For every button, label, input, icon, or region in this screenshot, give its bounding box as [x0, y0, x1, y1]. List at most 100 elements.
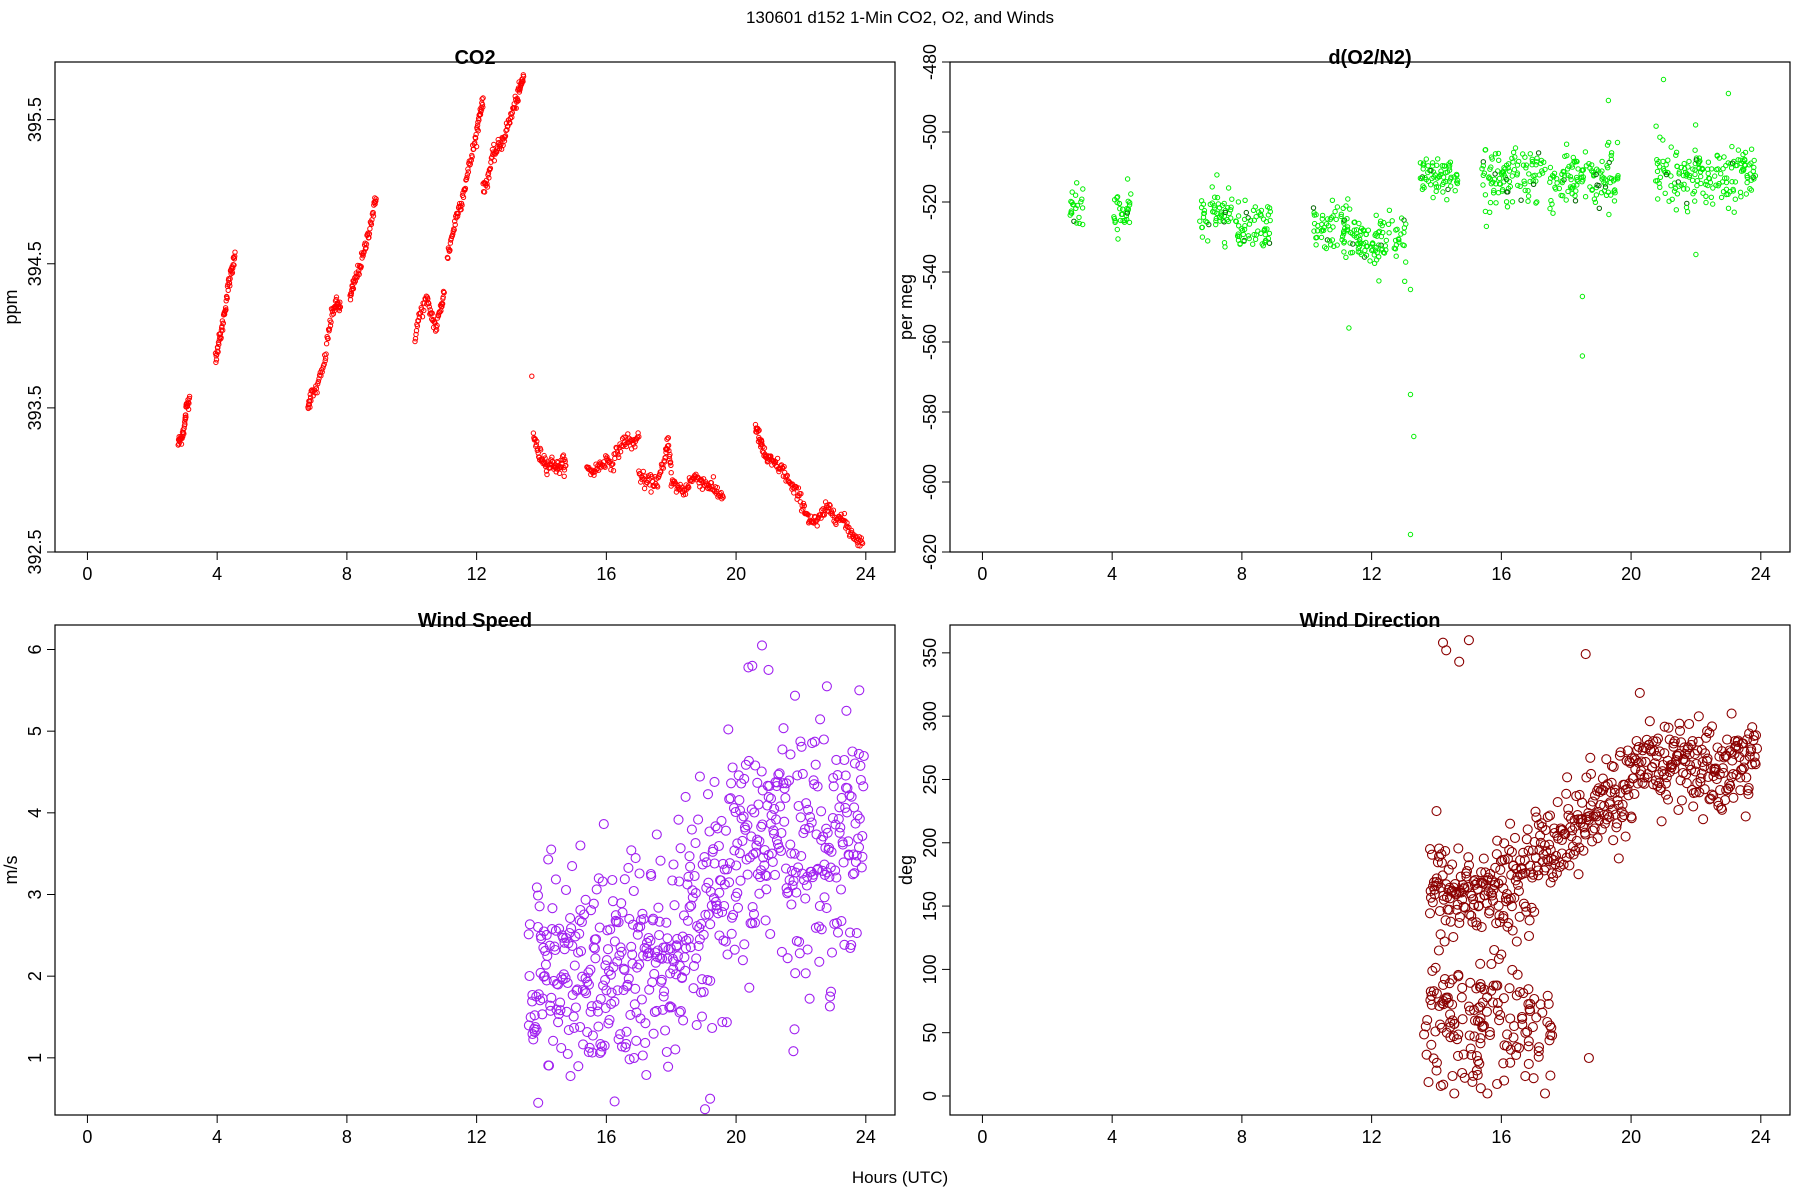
data-point: [1341, 249, 1347, 255]
x-tick-label: 4: [212, 1127, 222, 1147]
data-point: [1698, 180, 1704, 187]
x-tick-label: 12: [467, 564, 487, 584]
data-point: [856, 862, 867, 873]
data-point: [853, 748, 864, 759]
data-point: [683, 871, 694, 882]
data-point: [1615, 747, 1626, 758]
data-point: [1321, 244, 1328, 250]
data-point: [767, 856, 778, 867]
data-point: [1504, 844, 1515, 855]
data-point: [665, 435, 671, 441]
data-point: [520, 78, 526, 85]
data-point: [1723, 186, 1730, 193]
data-point: [1699, 784, 1710, 795]
data-point: [1611, 822, 1622, 833]
data-point: [689, 870, 700, 882]
data-point: [707, 1022, 718, 1034]
data-point: [1585, 752, 1596, 763]
data-point: [1569, 185, 1576, 191]
data-point: [635, 430, 641, 436]
data-point: [1363, 231, 1370, 238]
data-point: [1437, 870, 1448, 881]
data-point: [1700, 190, 1706, 196]
data-point: [222, 305, 229, 311]
data-point: [583, 1047, 594, 1058]
data-point: [1748, 146, 1755, 152]
data-point: [682, 879, 693, 890]
data-point: [513, 105, 519, 111]
data-point: [523, 929, 534, 940]
data-point: [1201, 210, 1207, 217]
data-point: [1333, 216, 1339, 223]
data-point: [1615, 176, 1621, 182]
data-point: [1744, 174, 1751, 181]
data-point: [769, 869, 781, 880]
data-point: [569, 1022, 580, 1033]
data-point: [583, 979, 594, 990]
data-point: [1523, 845, 1534, 856]
data-point: [1740, 811, 1751, 822]
data-point: [1319, 212, 1326, 219]
data-point: [546, 992, 557, 1003]
data-point: [1740, 151, 1746, 158]
data-point: [703, 877, 714, 888]
data-point: [1569, 191, 1575, 197]
data-point: [312, 390, 318, 396]
data-point: [1407, 391, 1414, 398]
data-point: [724, 858, 735, 869]
data-point: [637, 1050, 648, 1061]
data-point: [623, 973, 634, 984]
data-point: [1751, 164, 1757, 171]
data-point: [1703, 199, 1709, 206]
data-point: [1690, 191, 1696, 197]
data-point: [1522, 824, 1533, 835]
data-point: [535, 995, 546, 1006]
data-point: [1433, 945, 1444, 956]
data-point: [1606, 211, 1612, 218]
data-point: [1475, 958, 1486, 969]
data-point: [1212, 194, 1218, 200]
data-point: [1211, 203, 1217, 209]
data-point: [756, 821, 767, 832]
data-point: [824, 1001, 835, 1012]
data-point: [1420, 1021, 1431, 1032]
chart-title: CO2: [454, 47, 495, 69]
data-point: [545, 1005, 556, 1016]
data-point: [1649, 758, 1661, 769]
data-point: [1614, 139, 1621, 146]
data-point: [703, 909, 714, 920]
data-point: [1443, 864, 1454, 875]
data-point: [682, 491, 689, 497]
data-point: [426, 300, 432, 307]
data-point: [1658, 769, 1670, 780]
data-point: [806, 817, 817, 828]
data-point: [1407, 531, 1414, 538]
data-point: [1423, 156, 1430, 162]
data-point: [819, 892, 830, 903]
data-point: [1574, 182, 1580, 188]
data-point: [1461, 871, 1472, 882]
data-point: [746, 804, 757, 815]
data-point: [1486, 875, 1497, 886]
data-point: [1723, 179, 1730, 186]
data-point: [816, 806, 827, 817]
data-point: [1440, 181, 1446, 188]
data-point: [1559, 171, 1565, 178]
data-point: [1079, 196, 1085, 202]
data-point: [1357, 249, 1363, 256]
data-point: [1579, 353, 1586, 359]
data-point: [543, 854, 554, 865]
data-point: [1381, 219, 1387, 226]
data-point: [1424, 844, 1436, 855]
data-point: [1458, 1049, 1469, 1060]
data-point: [1420, 183, 1426, 189]
data-point: [1459, 882, 1470, 893]
data-point: [1417, 160, 1424, 166]
x-tick-label: 12: [1362, 564, 1382, 584]
data-point: [617, 449, 624, 455]
data-point: [1480, 867, 1491, 878]
data-point: [366, 231, 373, 237]
data-point: [1684, 186, 1691, 192]
data-point: [1648, 736, 1659, 747]
data-point: [582, 1027, 593, 1038]
